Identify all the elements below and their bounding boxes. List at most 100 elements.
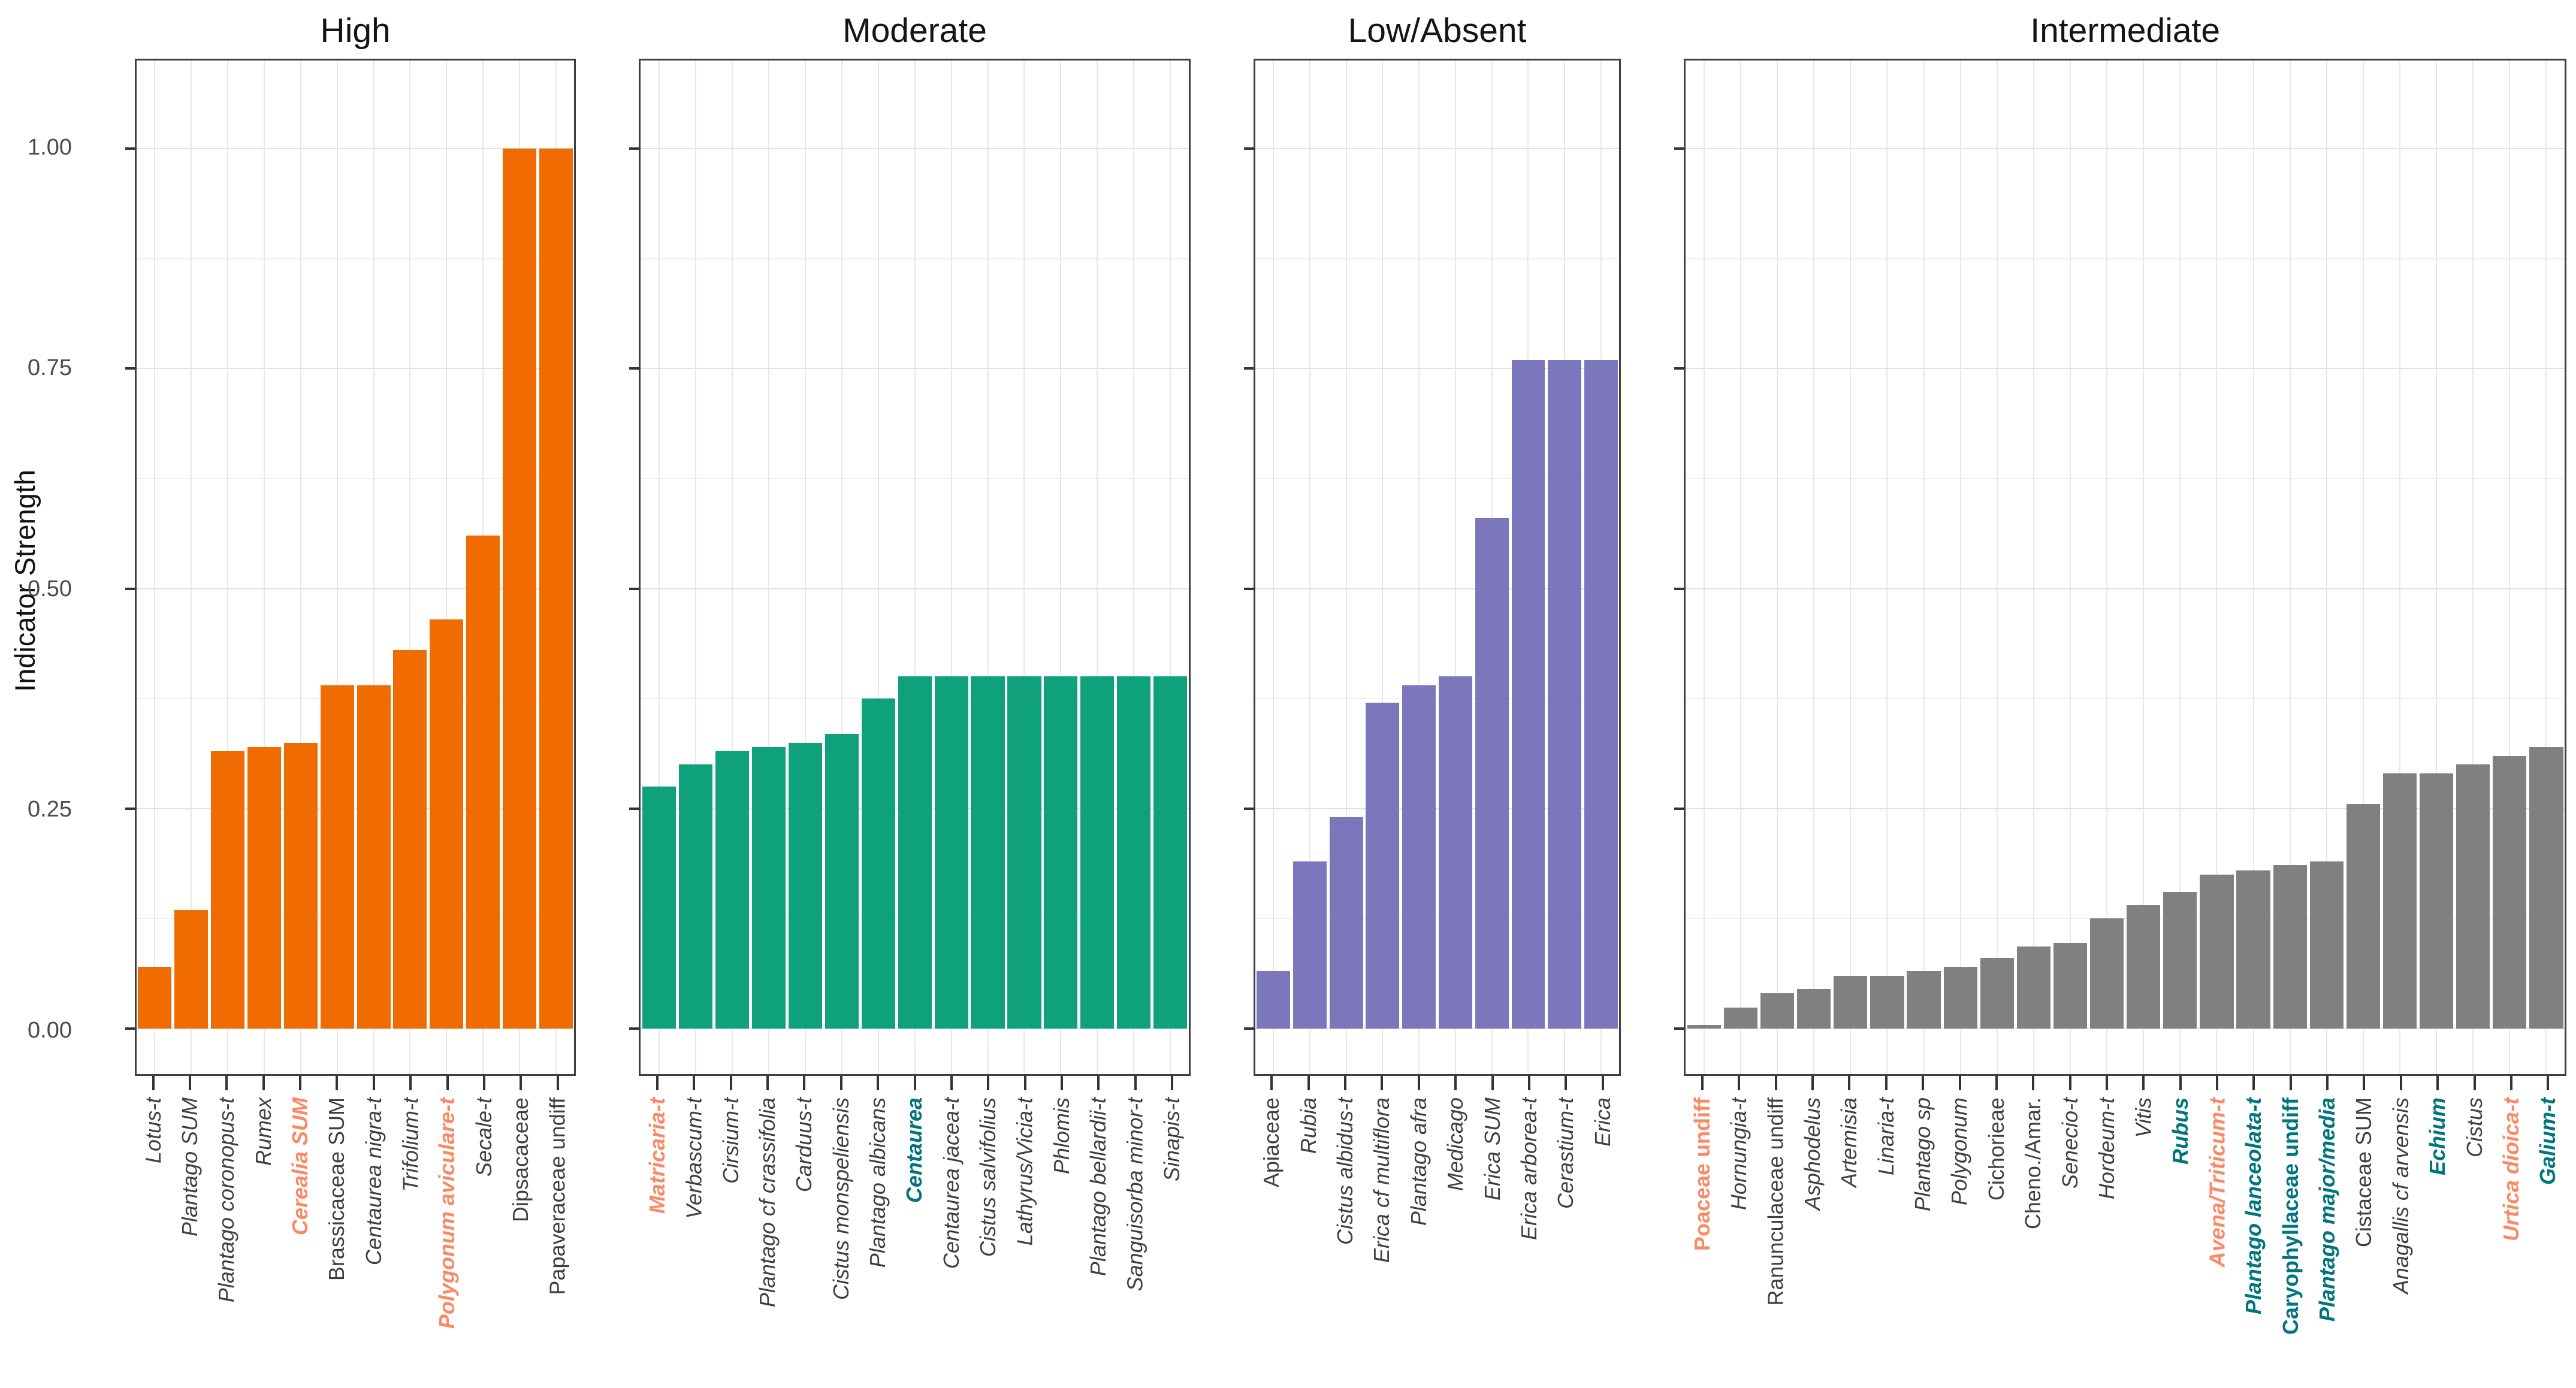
x-axis-label: Apiaceae — [1259, 1097, 1284, 1188]
y-tick-label: 0.50 — [28, 576, 72, 601]
x-axis-tick — [225, 1076, 228, 1090]
x-axis-tick — [1958, 1076, 1961, 1090]
x-axis-tick — [152, 1076, 155, 1090]
y-axis-tick — [1674, 587, 1684, 590]
gridline-vertical — [1060, 61, 1062, 1074]
facet-panel — [1243, 59, 1621, 1076]
gridline-vertical — [1345, 61, 1347, 1074]
x-axis-tick — [1601, 1076, 1604, 1090]
x-axis-label: Plantago sp — [1910, 1097, 1935, 1212]
y-axis-tick — [1674, 1027, 1684, 1030]
x-axis-label: Artemisia — [1837, 1097, 1862, 1188]
x-label-slot: Hornungia-t — [1721, 1076, 1757, 1388]
bar-slot — [2308, 61, 2345, 1074]
gridline-minor — [1686, 258, 2565, 259]
bar — [1907, 971, 1941, 1029]
bar — [1366, 703, 1400, 1029]
x-axis-label: Avena/Triticum-t — [2204, 1097, 2230, 1268]
bar-slot — [2015, 61, 2052, 1074]
x-axis-label: Rumex — [250, 1097, 276, 1166]
x-label-slot: Plantago bellardii-t — [1080, 1076, 1117, 1388]
x-axis-label: Poaceae undiff — [1690, 1097, 1715, 1251]
x-axis-label: Cistus monspeliensis — [828, 1097, 853, 1301]
bar — [503, 149, 536, 1029]
bar — [751, 746, 786, 1029]
bar-slots — [1255, 61, 1620, 1074]
x-axis-label: Caryophyllaceae undiff — [2278, 1097, 2303, 1335]
x-label-slot: Centaurea — [896, 1076, 933, 1388]
gridline-minor — [1686, 918, 2565, 920]
x-axis-label: Erica — [1590, 1097, 1615, 1147]
y-axis-tick — [1674, 147, 1684, 150]
bar — [715, 751, 749, 1029]
x-axis-tick — [1134, 1076, 1137, 1090]
x-axis-tick — [1270, 1076, 1273, 1090]
x-label-slot: Lathyrus/Vicia-t — [1007, 1076, 1043, 1388]
x-axis-tick — [409, 1076, 412, 1090]
x-axis-label: Cerealia SUM — [288, 1097, 313, 1236]
bar — [2016, 946, 2050, 1029]
gridline-vertical — [1850, 61, 1852, 1074]
bar-slot — [173, 61, 210, 1074]
bar-slot — [1942, 61, 1979, 1074]
x-axis-tick — [1381, 1076, 1384, 1090]
x-axis-tick — [803, 1076, 806, 1090]
gridline-vertical — [950, 61, 952, 1074]
gridline-vertical — [694, 61, 696, 1074]
x-axis-tick — [2473, 1076, 2476, 1090]
y-axis-tick — [1674, 807, 1684, 810]
gridline-vertical — [2472, 61, 2474, 1074]
bar-slot — [2418, 61, 2455, 1074]
gridline-vertical — [227, 61, 229, 1074]
bar — [2089, 918, 2124, 1029]
x-axis-label: Trifolium-t — [398, 1097, 423, 1192]
x-axis-tick — [482, 1076, 485, 1090]
bar-slot — [1722, 61, 1759, 1074]
x-label-slot: Echium — [2420, 1076, 2456, 1388]
x-axis-tick — [2399, 1076, 2402, 1090]
x-axis-tick — [2142, 1076, 2145, 1090]
gridline-major — [137, 368, 575, 370]
bar-slot — [1905, 61, 1942, 1074]
y-axis-tick — [1674, 367, 1684, 370]
y-axis-tick — [1243, 1027, 1254, 1030]
bar — [1943, 967, 1977, 1029]
bar — [1438, 676, 1472, 1029]
x-axis-tick — [913, 1076, 916, 1090]
bar-slot — [2052, 61, 2088, 1074]
x-axis-label: Matricaria-t — [645, 1097, 669, 1214]
bar — [2419, 773, 2454, 1029]
x-axis-tick — [1738, 1076, 1741, 1090]
bar-slot — [246, 61, 283, 1074]
x-label-slot: Lotus-t — [135, 1076, 171, 1388]
x-axis-label: Vitis — [2131, 1097, 2156, 1138]
x-axis-label: Erica arborea-t — [1516, 1097, 1541, 1241]
x-label-slot: Ranunculaceae undiff — [1757, 1076, 1794, 1388]
x-axis-tick — [2179, 1076, 2182, 1090]
bar — [898, 676, 932, 1029]
bar-slot — [392, 61, 428, 1074]
bar-slot — [2381, 61, 2418, 1074]
x-label-slot: Linaria-t — [1868, 1076, 1904, 1388]
y-axis-tick — [125, 1027, 135, 1030]
bar-slots — [1686, 61, 2565, 1074]
x-label-slot: Urtica dioica-t — [2493, 1076, 2529, 1388]
gridline-minor — [137, 698, 575, 700]
gridline-vertical — [1959, 61, 1961, 1074]
y-axis-tick — [1243, 807, 1254, 810]
x-axis-tick — [1344, 1076, 1347, 1090]
x-axis-label: Plantago SUM — [177, 1097, 203, 1237]
gridline-vertical — [2106, 61, 2108, 1074]
x-axis-label: Carduus-t — [792, 1097, 817, 1193]
x-axis-tick — [2436, 1076, 2439, 1090]
bar — [1117, 676, 1151, 1029]
x-label-slot: Cistus salvifolius — [970, 1076, 1007, 1388]
gridline-vertical — [1886, 61, 1888, 1074]
gridline-vertical — [264, 61, 265, 1074]
x-axis-label: Rubus — [2167, 1097, 2193, 1165]
x-axis-label: Plantago albicans — [865, 1097, 890, 1268]
bar-slot — [1438, 61, 1474, 1074]
x-label-slot: Phlomis — [1043, 1076, 1080, 1388]
x-label-slot: Polygonum aviculare-t — [429, 1076, 466, 1388]
gridline-minor — [1686, 698, 2565, 700]
